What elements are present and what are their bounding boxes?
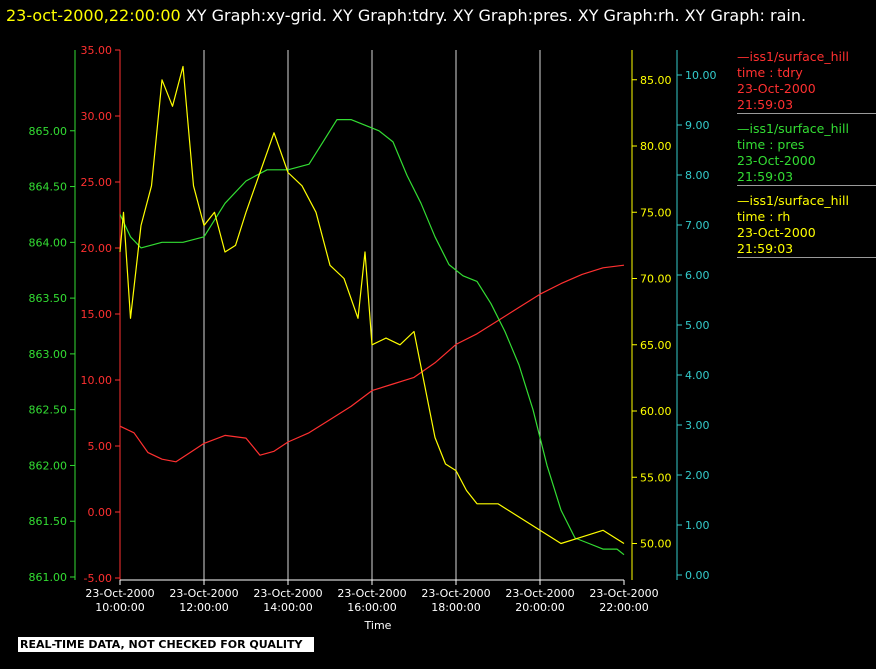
rain-tick-label: 3.00 <box>685 419 710 432</box>
x-tick-date: 23-Oct-2000 <box>85 587 154 600</box>
rh-tick-label: 80.00 <box>640 140 672 153</box>
series-line-tdry <box>119 264 625 463</box>
pres-tick-label: 861.00 <box>29 571 68 584</box>
tdry-tick-label: 0.00 <box>88 506 113 519</box>
legend-time: 21:59:03 <box>737 97 794 112</box>
tdry-tick-label: 30.00 <box>81 110 113 123</box>
rh-tick-label: 65.00 <box>640 339 672 352</box>
legend-source: —iss1/surface_hill <box>737 121 849 136</box>
pres-tick-label: 865.00 <box>29 125 68 138</box>
tdry-tick-label: 20.00 <box>81 242 113 255</box>
rh-tick-label: 50.00 <box>640 538 672 551</box>
legend-entry: —iss1/surface_hill time : rh 23-Oct-2000 21… <box>737 193 876 258</box>
legend-separator <box>737 257 876 258</box>
legend-variable: time : pres <box>737 137 805 152</box>
legend-entry: —iss1/surface_hill time : pres 23-Oct-2000… <box>737 121 876 186</box>
pres-tick-label: 862.50 <box>29 404 68 417</box>
rh-tick-label: 55.00 <box>640 471 672 484</box>
rain-tick-label: 10.00 <box>685 69 717 82</box>
tdry-tick-label: 15.00 <box>81 308 113 321</box>
pres-tick-label: 863.50 <box>29 292 68 305</box>
x-tick-time: 20:00:00 <box>515 601 564 614</box>
header-line: 23-oct-2000,22:00:00 XY Graph:xy-grid. X… <box>6 2 866 30</box>
rain-tick-label: 9.00 <box>685 119 710 132</box>
x-tick-time: 12:00:00 <box>179 601 228 614</box>
pres-tick-label: 861.50 <box>29 515 68 528</box>
x-tick-date: 23-Oct-2000 <box>589 587 658 600</box>
x-tick-time: 14:00:00 <box>263 601 312 614</box>
x-tick-date: 23-Oct-2000 <box>253 587 322 600</box>
x-tick-time: 22:00:00 <box>599 601 648 614</box>
x-axis-title: Time <box>364 619 392 632</box>
rain-tick-label: 6.00 <box>685 269 710 282</box>
legend-date: 23-Oct-2000 <box>737 153 816 168</box>
legend-separator <box>737 113 876 114</box>
x-tick-date: 23-Oct-2000 <box>337 587 406 600</box>
x-tick-date: 23-Oct-2000 <box>421 587 490 600</box>
series-line-rh <box>119 65 625 545</box>
series-line-pres <box>119 118 625 556</box>
rh-tick-label: 75.00 <box>640 206 672 219</box>
rain-tick-label: 2.00 <box>685 469 710 482</box>
rain-tick-label: 1.00 <box>685 519 710 532</box>
x-tick-date: 23-Oct-2000 <box>505 587 574 600</box>
rh-tick-label: 60.00 <box>640 405 672 418</box>
legend-time: 21:59:03 <box>737 169 794 184</box>
header-graph-list: XY Graph:xy-grid. XY Graph:tdry. XY Grap… <box>185 6 807 25</box>
legend-entry: —iss1/surface_hill time : tdry 23-Oct-2000… <box>737 49 876 114</box>
x-tick-date: 23-Oct-2000 <box>169 587 238 600</box>
rain-tick-label: 4.00 <box>685 369 710 382</box>
legend-source: —iss1/surface_hill <box>737 49 849 64</box>
quality-note: REAL-TIME DATA, NOT CHECKED FOR QUALITY <box>18 637 315 652</box>
tdry-tick-label: 10.00 <box>81 374 113 387</box>
tdry-tick-label: 25.00 <box>81 176 113 189</box>
rain-tick-label: 7.00 <box>685 219 710 232</box>
pres-tick-label: 862.00 <box>29 459 68 472</box>
x-tick-time: 16:00:00 <box>347 601 396 614</box>
tdry-tick-label: -5.00 <box>84 572 112 585</box>
pres-tick-label: 863.00 <box>29 348 68 361</box>
tdry-tick-label: 35.00 <box>81 44 113 57</box>
legend-time: 21:59:03 <box>737 241 794 256</box>
rh-tick-label: 70.00 <box>640 273 672 286</box>
rain-tick-label: 0.00 <box>685 569 710 582</box>
pres-tick-label: 864.50 <box>29 181 68 194</box>
tdry-tick-label: 5.00 <box>88 440 113 453</box>
rh-tick-label: 85.00 <box>640 74 672 87</box>
x-tick-time: 18:00:00 <box>431 601 480 614</box>
rain-tick-label: 8.00 <box>685 169 710 182</box>
legend-date: 23-Oct-2000 <box>737 225 816 240</box>
legend-variable: time : tdry <box>737 65 803 80</box>
pres-tick-label: 864.00 <box>29 236 68 249</box>
legend-source: —iss1/surface_hill <box>737 193 849 208</box>
legend-separator <box>737 185 876 186</box>
header-timestamp: 23-oct-2000,22:00:00 <box>6 6 181 25</box>
x-tick-time: 10:00:00 <box>95 601 144 614</box>
legend-date: 23-Oct-2000 <box>737 81 816 96</box>
legend-variable: time : rh <box>737 209 791 224</box>
rain-tick-label: 5.00 <box>685 319 710 332</box>
